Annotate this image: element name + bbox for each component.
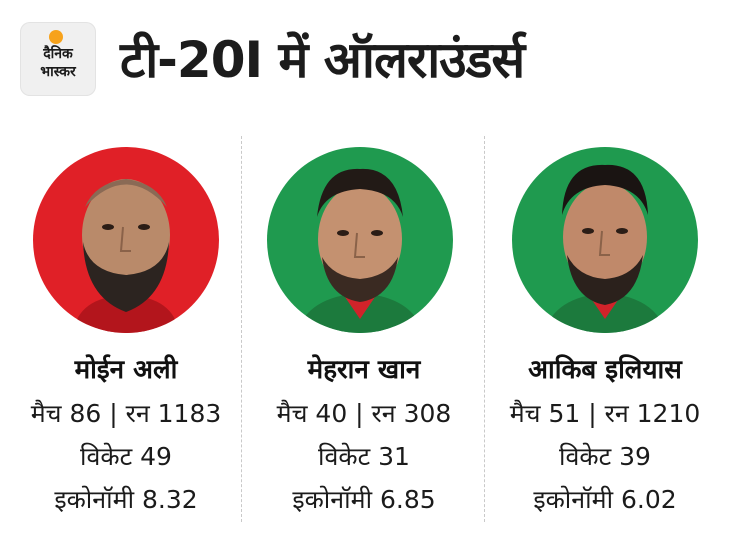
player-matches-runs: मैच 51 | रन 1210	[509, 399, 701, 428]
column-divider	[241, 136, 242, 522]
player-wickets: विकेट 49	[80, 442, 172, 471]
player-name: आकिब इलियास	[528, 355, 682, 385]
page-title: टी-20I में ऑलराउंडर्स	[120, 31, 525, 89]
player-wickets: विकेट 39	[559, 442, 651, 471]
player-name: मेहरान खान	[307, 355, 421, 385]
dainik-bhaskar-logo: दैनिक भास्कर	[20, 22, 96, 96]
player-economy: इकोनॉमी 6.85	[292, 485, 436, 514]
player-wickets: विकेट 31	[318, 442, 410, 471]
player-matches-runs: मैच 40 | रन 308	[276, 399, 452, 428]
player-matches-runs: मैच 86 | रन 1183	[30, 399, 222, 428]
player-card-mehran-khan: मेहरान खान मैच 40 | रन 308 विकेट 31 इकोन…	[249, 147, 479, 527]
player-economy: इकोनॉमी 8.32	[54, 485, 198, 514]
column-divider	[484, 136, 485, 522]
player-photo	[33, 147, 219, 333]
player-card-aqib-ilyas: आकिब इलियास मैच 51 | रन 1210 विकेट 39 इक…	[490, 147, 720, 527]
logo-text-line2: भास्कर	[40, 64, 76, 80]
player-name: मोईन अली	[74, 355, 178, 385]
player-card-moeen-ali: मोईन अली मैच 86 | रन 1183 विकेट 49 इकोनॉ…	[11, 147, 241, 527]
player-photo	[267, 147, 453, 333]
player-photo	[512, 147, 698, 333]
player-economy: इकोनॉमी 6.02	[533, 485, 677, 514]
logo-text-line1: दैनिक	[43, 46, 73, 62]
sun-icon	[49, 30, 63, 44]
